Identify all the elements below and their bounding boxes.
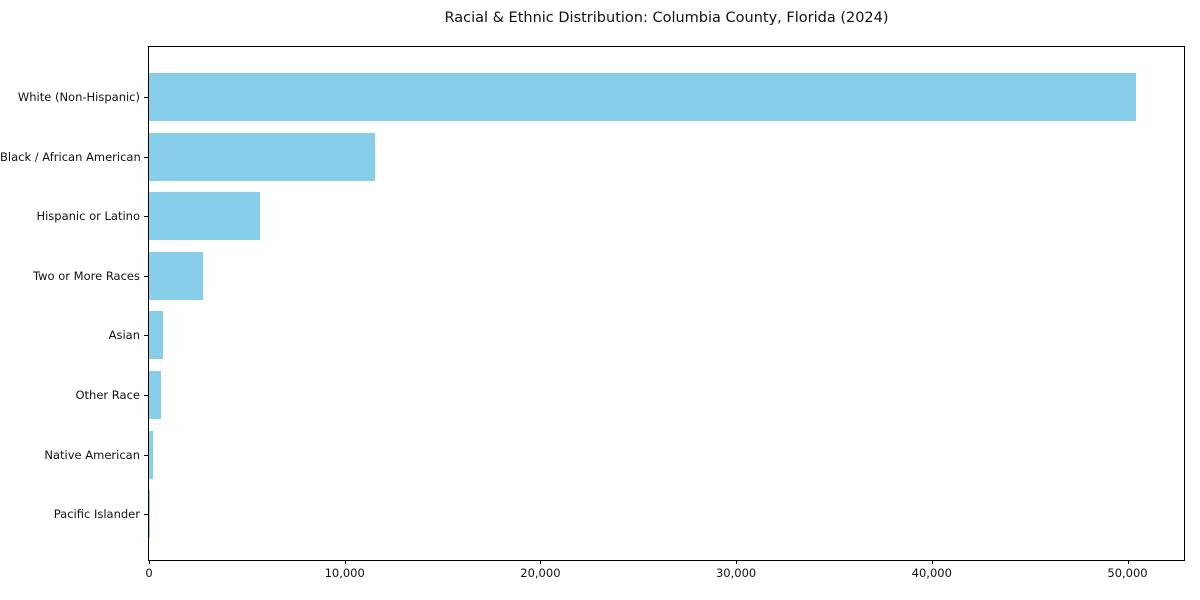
x-tick-label: 10,000 [324,566,365,580]
y-tick [144,97,149,98]
x-tick [540,560,542,564]
y-axis-label-white-non-hispanic: White (Non-Hispanic) [17,90,140,104]
y-tick [144,216,149,218]
y-tick [144,156,149,158]
y-axis-label-black-african-american: Black / African American [0,149,141,164]
bar-native-american [149,430,153,479]
y-axis-label-native-american: Native American [44,447,140,462]
x-tick [1127,560,1129,564]
y-axis-label-two-or-more-races: Two or More Races [33,268,140,283]
y-tick [144,395,149,396]
y-axis-label-hispanic-or-latino: Hispanic or Latino [36,209,140,224]
plot-area [148,46,1185,561]
x-tick-label: 20,000 [520,566,561,580]
x-tick [344,560,346,564]
y-axis-label-asian: Asian [108,328,140,343]
bar-hispanic-or-latino [149,192,260,241]
bar-black-african-american [149,132,376,181]
x-tick [149,560,150,564]
y-axis-label-other-race: Other Race [75,388,141,402]
chart-title: Racial & Ethnic Distribution: Columbia C… [444,10,889,26]
bar-two-or-more-races [149,251,203,300]
x-tick-label: 40,000 [911,566,952,580]
x-tick [931,560,933,564]
y-tick [144,275,149,277]
bar-asian [149,311,164,360]
bar-white-non-hispanic [149,73,1136,121]
x-tick-label: 50,000 [1107,566,1148,580]
x-tick [736,560,738,564]
x-tick-label: 0 [145,566,153,580]
y-axis-label-pacific-islander: Pacific Islander [53,507,140,522]
y-tick [144,514,149,516]
bar-other-race [149,371,161,419]
y-tick [144,454,149,456]
x-tick-label: 30,000 [715,566,757,580]
y-tick [144,335,149,337]
bar-pacific-islander [149,490,150,539]
